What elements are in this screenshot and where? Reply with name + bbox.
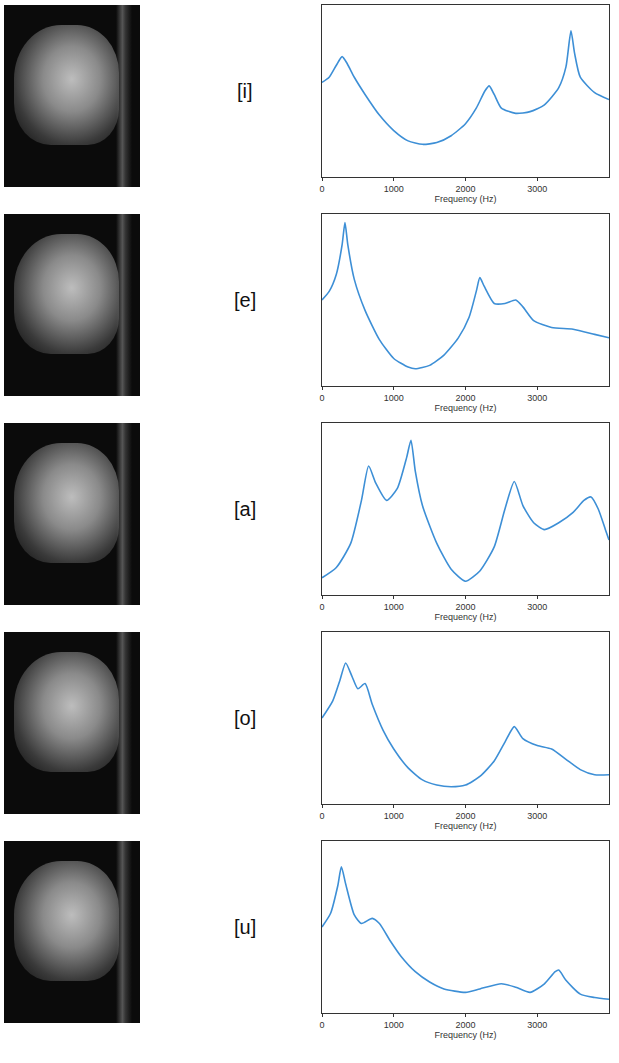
svg-text:[i]: [i] xyxy=(237,80,253,102)
svg-text:Frequency (Hz): Frequency (Hz) xyxy=(434,194,496,204)
svg-text:0: 0 xyxy=(319,1020,324,1030)
svg-text:0: 0 xyxy=(319,393,324,403)
svg-text:2000: 2000 xyxy=(455,184,475,194)
svg-text:Frequency (Hz): Frequency (Hz) xyxy=(434,612,496,622)
svg-text:0: 0 xyxy=(319,602,324,612)
svg-text:3000: 3000 xyxy=(527,602,547,612)
svg-text:2000: 2000 xyxy=(455,1020,475,1030)
svg-text:0: 0 xyxy=(319,184,324,194)
svg-text:Frequency (Hz): Frequency (Hz) xyxy=(434,1030,496,1040)
svg-text:0: 0 xyxy=(319,811,324,821)
svg-text:3000: 3000 xyxy=(527,811,547,821)
svg-text:[e]: [e] xyxy=(234,289,256,311)
svg-text:1000: 1000 xyxy=(384,1020,404,1030)
svg-text:1000: 1000 xyxy=(384,184,404,194)
svg-text:[a]: [a] xyxy=(234,498,256,520)
svg-text:1000: 1000 xyxy=(384,811,404,821)
svg-text:Frequency (Hz): Frequency (Hz) xyxy=(434,821,496,831)
svg-text:2000: 2000 xyxy=(455,393,475,403)
svg-text:Frequency (Hz): Frequency (Hz) xyxy=(434,403,496,413)
svg-text:3000: 3000 xyxy=(527,1020,547,1030)
svg-text:[u]: [u] xyxy=(234,916,256,938)
svg-text:1000: 1000 xyxy=(384,393,404,403)
svg-text:[o]: [o] xyxy=(234,707,256,729)
svg-text:1000: 1000 xyxy=(384,602,404,612)
svg-text:2000: 2000 xyxy=(455,811,475,821)
svg-text:3000: 3000 xyxy=(527,393,547,403)
svg-text:2000: 2000 xyxy=(455,602,475,612)
svg-text:3000: 3000 xyxy=(527,184,547,194)
